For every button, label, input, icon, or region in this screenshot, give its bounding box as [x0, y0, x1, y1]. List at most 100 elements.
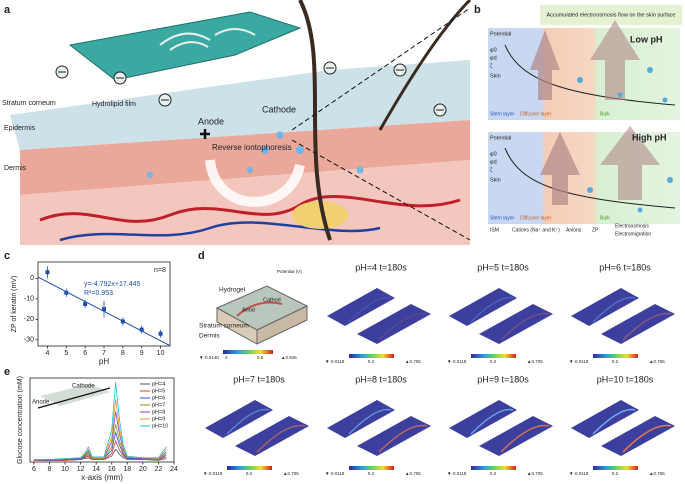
tile-title: pH=4 t=180s — [355, 262, 407, 272]
label: Bulk — [600, 111, 610, 117]
y-axis-label: Glucose concentration (mM) — [17, 376, 24, 464]
slab — [479, 304, 553, 344]
x-tick-label: 20 — [139, 466, 147, 473]
tile-title: pH=10 t=180s — [597, 374, 654, 384]
y-tick-label: -20 — [24, 316, 34, 323]
ions — [577, 67, 673, 213]
flux-arc — [378, 312, 428, 341]
label: Hydrolipid film — [92, 101, 136, 108]
flux-arc — [500, 312, 550, 341]
label: Epidermis — [4, 125, 36, 132]
flux-arc — [622, 312, 672, 341]
legend-label: Anions — [566, 227, 582, 233]
colorbar-min: ▼-0.0118 — [447, 359, 467, 364]
x-tick-label: 4 — [45, 350, 49, 357]
colorbar-min: ▼-0.0118 — [325, 471, 345, 476]
label: Stern layer — [490, 111, 515, 117]
x-tick-label: 9 — [140, 350, 144, 357]
legend-label: pH=4 — [152, 381, 165, 387]
electrode-arc — [236, 301, 283, 317]
colorbar — [593, 466, 638, 470]
label: Anod — [242, 307, 255, 313]
label: Anode — [198, 116, 224, 126]
x-tick-label: 14 — [92, 466, 100, 473]
banner — [540, 5, 682, 25]
panel-label: d — [198, 250, 205, 262]
plus-sign — [200, 129, 210, 139]
slab — [571, 288, 639, 326]
label: ζ — [490, 167, 493, 173]
label: Potential — [490, 135, 511, 141]
flux-arc — [592, 296, 636, 323]
x-axis-label: x-axis (mm) — [81, 473, 123, 482]
inset-device — [40, 384, 110, 406]
series-line — [33, 398, 167, 460]
gland — [292, 201, 348, 229]
label: φd — [490, 159, 497, 165]
panel-e: e 6 8 10 12 14 16 18 20 22 24 x-axis (mm) Glucose co… — [4, 366, 178, 482]
inset-label: Cathode — [72, 384, 95, 390]
annotation: R²=0.953 — [84, 290, 113, 297]
slab — [327, 288, 395, 326]
colorbar-mid: 0.2 — [612, 471, 619, 476]
panel-a: a Stratum corneum Hydrolipid film Epider… — [2, 0, 472, 245]
label: Potential (V) — [277, 269, 302, 274]
slab — [357, 304, 431, 344]
panel-label: a — [4, 4, 11, 16]
flux-arc — [348, 408, 392, 435]
colorbar — [471, 466, 516, 470]
colorbar-mid: 0.2 — [490, 359, 497, 364]
legend-label: pH=8 — [152, 409, 165, 415]
x-tick-label: 8 — [121, 350, 125, 357]
label: Potential — [490, 31, 511, 37]
colorbar — [593, 354, 638, 358]
y-tick-label: -10 — [24, 296, 34, 303]
flux-arc — [470, 408, 514, 435]
slab — [449, 288, 517, 326]
slab — [449, 400, 517, 438]
legend-label: Cations (Na⁺ and K⁺) — [512, 227, 560, 233]
label: Skin — [490, 73, 501, 79]
y-tick-label: -30 — [24, 337, 34, 344]
legend-label: pH=9 — [152, 416, 165, 422]
colorbar — [223, 350, 273, 354]
colorbar-max: ▲0.705 — [283, 471, 299, 476]
colorbar-max: ▲0.705 — [649, 471, 665, 476]
legend-label: ZP — [592, 227, 599, 233]
point — [64, 290, 69, 295]
banner-text: Accumulated electroosmosis flow on the s… — [546, 12, 675, 18]
colorbar-min: ▼-0.0118 — [569, 471, 589, 476]
label: Stern layer — [490, 215, 515, 221]
flux-arc — [500, 424, 550, 453]
colorbar-mid: 0.5 — [257, 355, 264, 360]
colorbar-max: ▲0.705 — [649, 359, 665, 364]
tile-title: pH=6 t=180s — [599, 262, 651, 272]
legend-label: pH=5 — [152, 388, 165, 394]
x-tick-label: 18 — [123, 466, 131, 473]
x-tick-label: 10 — [61, 466, 69, 473]
legend-label: pH=6 — [152, 395, 165, 401]
legend-label: Electromigration — [615, 231, 651, 237]
label: φd — [490, 55, 497, 61]
epidermis-layer — [20, 120, 470, 195]
colorbar-min: ▼-0.0118 — [203, 471, 223, 476]
point — [83, 302, 88, 306]
series-line — [33, 411, 167, 460]
label: Stratum corneum — [199, 323, 249, 330]
colorbar-max: ▲0.705 — [405, 359, 421, 364]
legend-label: Electroosmosis — [615, 223, 649, 229]
label: Low pH — [630, 34, 663, 44]
flow-arrow — [540, 132, 580, 205]
label: High pH — [632, 132, 667, 142]
flow-arrow — [600, 126, 660, 200]
flow-arrow — [590, 20, 640, 100]
slab — [601, 304, 675, 344]
colorbar-min: ▼-0.0118 — [569, 359, 589, 364]
slab — [357, 416, 431, 456]
slab — [479, 416, 553, 456]
label: Stratum corneum — [2, 100, 56, 107]
slab — [571, 400, 639, 438]
panel-c: c 4 5 6 7 8 9 10 0 -10 -20 -30 pH ZP of keratin (mV) n… — [4, 250, 171, 366]
annotation: n=8 — [154, 267, 166, 274]
